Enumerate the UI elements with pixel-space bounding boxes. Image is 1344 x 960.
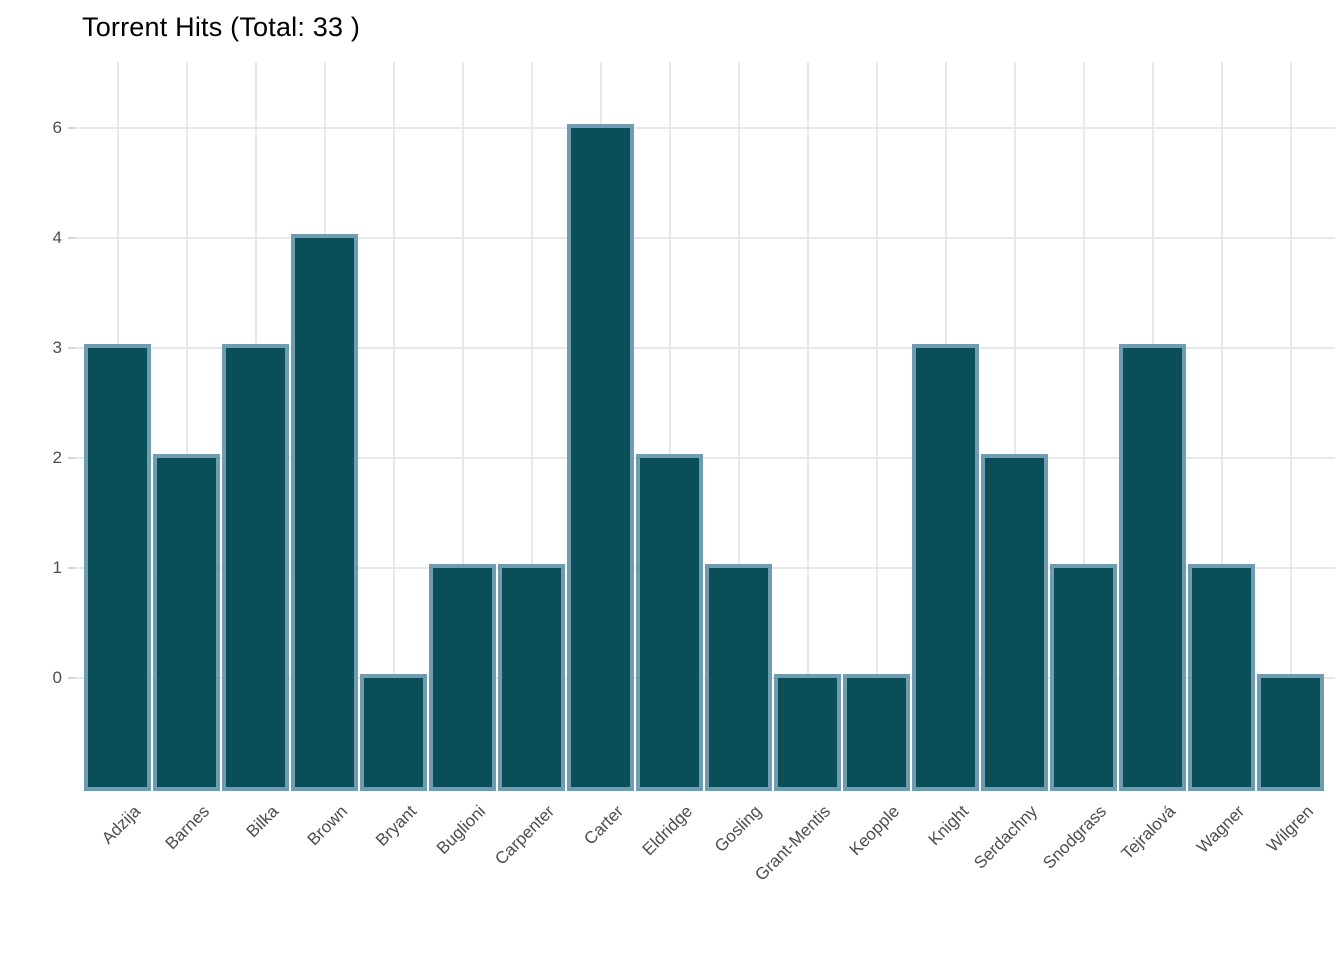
gridline-vertical bbox=[392, 62, 395, 790]
bar bbox=[981, 454, 1048, 791]
gridline-vertical bbox=[1013, 62, 1016, 790]
bar bbox=[498, 564, 565, 791]
y-axis-tick-mark bbox=[68, 676, 75, 679]
bar bbox=[774, 674, 841, 791]
bar bbox=[222, 344, 289, 791]
y-axis-tick-mark bbox=[68, 456, 75, 459]
gridline-horizontal bbox=[75, 126, 1335, 129]
y-axis-tick-label: 1 bbox=[52, 557, 62, 577]
y-axis-tick-label: 6 bbox=[52, 117, 62, 137]
gridline-vertical bbox=[806, 62, 809, 790]
bar bbox=[1119, 344, 1186, 791]
y-axis-tick-mark bbox=[68, 126, 75, 129]
bar bbox=[84, 344, 151, 791]
y-axis-tick-label: 4 bbox=[52, 227, 62, 247]
gridline-vertical bbox=[530, 62, 533, 790]
gridline-vertical bbox=[1289, 62, 1292, 790]
gridline-vertical bbox=[737, 62, 740, 790]
gridline-vertical bbox=[875, 62, 878, 790]
y-axis-tick-label: 3 bbox=[52, 337, 62, 357]
gridline-horizontal bbox=[75, 236, 1335, 239]
bar bbox=[636, 454, 703, 791]
gridline-vertical bbox=[1082, 62, 1085, 790]
bar bbox=[360, 674, 427, 791]
y-axis-tick-mark bbox=[68, 236, 75, 239]
gridline-vertical bbox=[668, 62, 671, 790]
bar bbox=[567, 124, 634, 791]
bar bbox=[1188, 564, 1255, 791]
y-axis-tick-mark bbox=[68, 346, 75, 349]
gridline-vertical bbox=[1220, 62, 1223, 790]
bar bbox=[429, 564, 496, 791]
gridline-vertical bbox=[461, 62, 464, 790]
gridline-horizontal bbox=[75, 346, 1335, 349]
bar bbox=[1257, 674, 1324, 791]
bar bbox=[291, 234, 358, 791]
bar bbox=[1050, 564, 1117, 791]
gridline-vertical bbox=[185, 62, 188, 790]
bar bbox=[153, 454, 220, 791]
gridline-horizontal bbox=[75, 456, 1335, 459]
bar bbox=[843, 674, 910, 791]
bar bbox=[912, 344, 979, 791]
chart-title: Torrent Hits (Total: 33 ) bbox=[82, 12, 361, 42]
y-axis-tick-mark bbox=[68, 566, 75, 569]
y-axis-tick-label: 0 bbox=[52, 667, 62, 687]
bar bbox=[705, 564, 772, 791]
y-axis-tick-label: 2 bbox=[52, 447, 62, 467]
